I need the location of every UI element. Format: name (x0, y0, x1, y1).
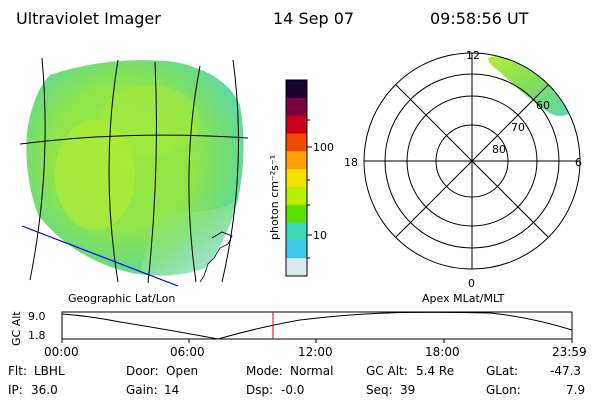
colorbar-unit-label: photon cm⁻²s⁻¹ (268, 155, 281, 240)
polar-plot: 12 18 6 0 80 70 60 (344, 49, 582, 290)
geographic-map (19, 57, 249, 287)
colorbar-band (286, 169, 307, 188)
status-ip-label: IP: (8, 383, 23, 397)
colorbar-band (286, 258, 307, 277)
status-mode-value: Normal (290, 364, 334, 378)
status-seq-label: Seq: (366, 383, 393, 397)
colorbar-band (286, 80, 307, 99)
status-door-label: Door: (126, 364, 159, 378)
mlt-label-18: 18 (344, 156, 358, 169)
colorbar-band (286, 222, 307, 241)
colorbar-band (286, 151, 307, 170)
altitude-y-tick: 1.8 (28, 329, 46, 342)
status-gcalt-value: 5.4 Re (416, 364, 455, 378)
altitude-x-tick-label: 06:00 (170, 345, 205, 359)
altitude-x-tick-label: 00:00 (44, 345, 79, 359)
colorbar-band (286, 240, 307, 259)
status-ip-value: 36.0 (31, 383, 58, 397)
colorbar-frame (285, 79, 308, 277)
terminator-line (21, 225, 179, 287)
colorbar-band (286, 204, 307, 224)
altitude-y-tick: 9.0 (28, 310, 46, 323)
time-label: 09:58:56 UT (430, 9, 529, 28)
status-filter-value: LBHL (34, 364, 65, 378)
meridian-line (29, 57, 46, 281)
map-caption: Geographic Lat/Lon (68, 292, 176, 305)
meridian-line (108, 59, 119, 283)
status-mode-label: Mode: (246, 364, 283, 378)
status-glat-value: -47.3 (550, 364, 582, 378)
colorbar-band (286, 97, 307, 117)
altitude-x-tick-label: 23:59 (552, 345, 587, 359)
colorbar-band (286, 133, 307, 152)
status-gcalt-label: GC Alt: (366, 364, 408, 378)
mlat-label-80: 80 (492, 143, 506, 156)
altitude-plot-frame (61, 311, 573, 340)
colorbar-band (286, 186, 307, 206)
meridian-line (188, 65, 201, 283)
coastline (199, 231, 233, 283)
altitude-plot: GC Alt 9.0 1.8 (10, 310, 573, 346)
status-dsp-value: -0.0 (281, 383, 305, 397)
dim-limb-region (140, 200, 238, 277)
altitude-x-tick-label: 12:00 (298, 345, 333, 359)
status-dsp-label: Dsp: (246, 383, 274, 397)
status-gain-value: 14 (164, 383, 180, 397)
altitude-axis-label: GC Alt (10, 311, 23, 346)
colorbar-band (286, 115, 307, 134)
mlat-label-60: 60 (536, 99, 550, 112)
polar-caption: Apex MLat/MLT (422, 292, 505, 305)
date-label: 14 Sep 07 (273, 9, 355, 28)
map-grid (19, 57, 249, 284)
colorbar: 100 10 photon cm⁻²s⁻¹ (268, 79, 334, 277)
mlt-label-6: 6 (575, 156, 582, 169)
altitude-curve (61, 311, 573, 340)
instrument-title: Ultraviolet Imager (16, 9, 161, 28)
status-glon-label: GLon: (486, 383, 521, 397)
status-glon-value: 7.9 (566, 383, 586, 397)
colorbar-tick-label: 100 (313, 141, 334, 154)
status-glat-label: GLat: (486, 364, 519, 378)
status-gain-label: Gain: (126, 383, 158, 397)
mlt-label-0: 0 (468, 277, 475, 290)
status-seq-value: 39 (400, 383, 416, 397)
parallel-line (19, 134, 249, 145)
mlt-label-12: 12 (466, 49, 480, 62)
status-door-value: Open (166, 364, 199, 378)
status-filter-label: Flt: (8, 364, 27, 378)
bright-patch (100, 85, 200, 155)
altitude-x-tick-label: 18:00 (425, 345, 460, 359)
auroral-oval (488, 53, 574, 116)
mlt-line-diagonal (395, 84, 549, 238)
polar-grid (363, 52, 581, 270)
mlat-label-70: 70 (511, 121, 525, 134)
colorbar-tick-label: 10 (313, 229, 327, 242)
bright-patch (55, 120, 135, 230)
meridian-line (221, 59, 239, 283)
meridian-line (147, 61, 157, 284)
